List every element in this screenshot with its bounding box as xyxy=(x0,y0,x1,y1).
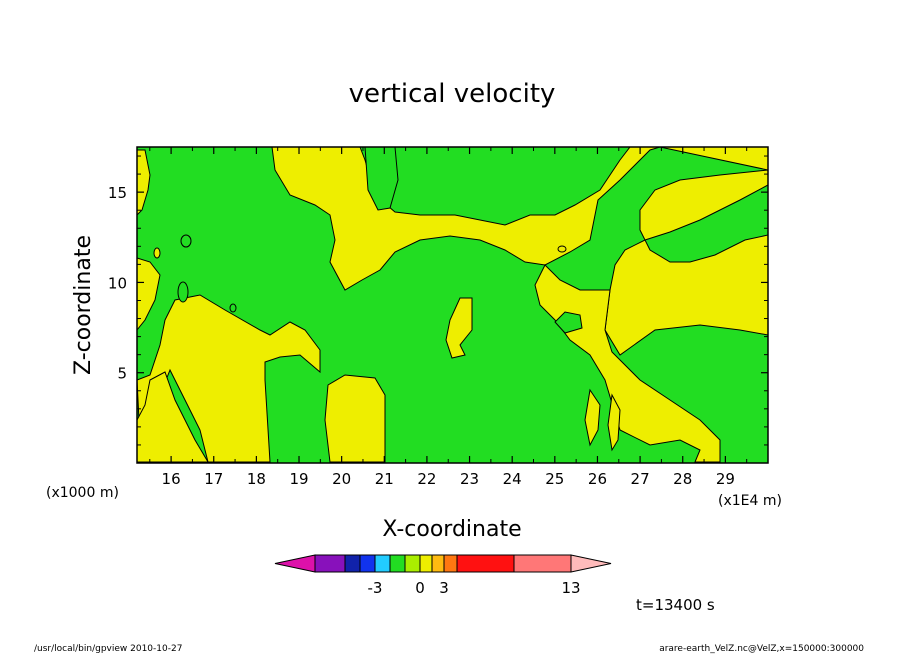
colorbar-arrow-left xyxy=(274,554,316,573)
time-label: t=13400 s xyxy=(636,596,715,614)
speck-1 xyxy=(153,247,161,259)
colorbar-tick-label: -3 xyxy=(368,579,383,597)
island-top xyxy=(364,147,399,211)
x-tick-label: 23 xyxy=(460,470,479,488)
plot-area xyxy=(137,147,768,463)
y-tick-label: 5 xyxy=(117,365,127,383)
colorbar-segment xyxy=(359,554,376,573)
contour-region-top xyxy=(240,147,661,291)
x-tick-label: 22 xyxy=(417,470,436,488)
contour-region-left-top xyxy=(137,149,151,216)
footer-right: arare-earth_VelZ.nc@VelZ,x=150000:300000 xyxy=(659,644,864,654)
x-tick-label: 21 xyxy=(375,470,394,488)
colorbar-arrow-right xyxy=(570,554,612,573)
colorbar-tick-label: 3 xyxy=(439,579,449,597)
island-left-3 xyxy=(229,303,237,313)
footer-left: /usr/local/bin/gpview 2010-10-27 xyxy=(34,644,182,654)
colorbar-tick-label: 0 xyxy=(415,579,425,597)
y-tick-label: 15 xyxy=(108,184,127,202)
chart-title: vertical velocity xyxy=(349,79,556,109)
x-tick-label: 27 xyxy=(631,470,650,488)
island-left-1 xyxy=(180,234,192,248)
contour-fill-specks xyxy=(153,245,567,259)
colorbar-segment xyxy=(443,554,458,573)
contour-region-lower-left xyxy=(137,371,209,463)
colorbar-tick-label: 13 xyxy=(561,579,580,597)
x-tick-label: 28 xyxy=(673,470,692,488)
colorbar-segment xyxy=(374,554,391,573)
x-tick-label: 29 xyxy=(716,470,735,488)
contour-fill-islands xyxy=(177,147,583,334)
colorbar-segment xyxy=(419,554,433,573)
x-axis: 16 17 18 19 20 21 22 23 24 25 26 27 28 29 xyxy=(149,147,748,488)
island-right-middle xyxy=(554,311,583,334)
colorbar-segment xyxy=(513,554,572,573)
x-axis-label: X-coordinate xyxy=(382,517,521,542)
contour-fill-positive xyxy=(137,147,768,463)
colorbar-segment xyxy=(431,554,445,573)
contour-region-center-left xyxy=(324,374,386,463)
x-tick-label: 25 xyxy=(545,470,564,488)
island-left-2 xyxy=(177,281,189,303)
colorbar-segment xyxy=(456,554,515,573)
contour-region-strip-right-2 xyxy=(607,393,621,452)
colorbar-segment xyxy=(404,554,421,573)
contour-region-strip-right xyxy=(584,388,601,447)
contour-region-left-band xyxy=(137,257,161,331)
x-tick-label: 16 xyxy=(162,470,181,488)
x-tick-label: 24 xyxy=(503,470,522,488)
colorbar-segment xyxy=(389,554,406,573)
x-unit-note-left: (x1000 m) xyxy=(46,485,119,501)
x-tick-label: 20 xyxy=(332,470,351,488)
x-tick-label: 19 xyxy=(289,470,308,488)
x-tick-label: 17 xyxy=(204,470,223,488)
x-tick-label: 18 xyxy=(247,470,266,488)
y-axis: 5 10 15 xyxy=(108,155,768,446)
speck-2 xyxy=(557,245,567,253)
colorbar-segment xyxy=(344,554,361,573)
colorbar-segment xyxy=(314,554,346,573)
x-tick-label: 26 xyxy=(588,470,607,488)
x-unit-note-right: (x1E4 m) xyxy=(718,493,782,509)
plot-frame xyxy=(136,146,769,464)
y-tick-label: 10 xyxy=(108,274,127,292)
contour-region-top-right xyxy=(604,147,768,356)
contour-region-small-center xyxy=(445,297,473,359)
colorbar: -3 0 3 13 xyxy=(274,554,612,597)
y-axis-label: Z-coordinate xyxy=(71,235,96,375)
